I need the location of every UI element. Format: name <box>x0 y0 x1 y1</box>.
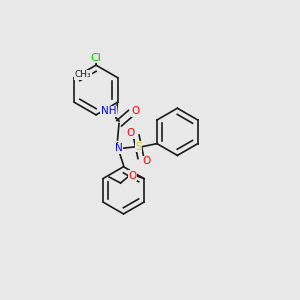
Text: S: S <box>135 142 142 152</box>
Text: O: O <box>143 156 151 166</box>
Text: N: N <box>115 143 123 153</box>
Text: O: O <box>126 128 134 138</box>
Text: Cl: Cl <box>91 53 101 63</box>
Text: CH₃: CH₃ <box>75 70 91 79</box>
Text: O: O <box>128 170 137 181</box>
Text: NH: NH <box>101 106 116 116</box>
Text: O: O <box>131 106 139 116</box>
